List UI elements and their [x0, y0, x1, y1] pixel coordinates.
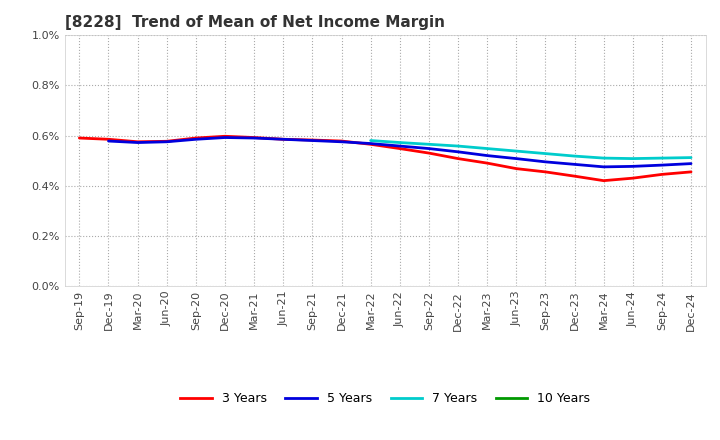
5 Years: [279, 137, 287, 142]
Text: [8228]  Trend of Mean of Net Income Margin: [8228] Trend of Mean of Net Income Margi…: [65, 15, 445, 30]
7 Years: [657, 155, 666, 161]
3 Years: [366, 142, 375, 147]
3 Years: [454, 156, 462, 161]
5 Years: [104, 139, 113, 144]
3 Years: [629, 176, 637, 181]
5 Years: [366, 141, 375, 146]
7 Years: [541, 151, 550, 156]
7 Years: [512, 148, 521, 154]
3 Years: [541, 169, 550, 175]
3 Years: [599, 178, 608, 183]
5 Years: [599, 164, 608, 169]
3 Years: [483, 161, 492, 166]
3 Years: [75, 136, 84, 141]
3 Years: [425, 150, 433, 156]
3 Years: [687, 169, 696, 175]
5 Years: [163, 139, 171, 144]
3 Years: [250, 135, 258, 140]
5 Years: [133, 140, 142, 145]
7 Years: [570, 154, 579, 159]
7 Years: [687, 155, 696, 160]
3 Years: [163, 139, 171, 144]
3 Years: [570, 173, 579, 179]
5 Years: [454, 149, 462, 154]
5 Years: [308, 138, 317, 143]
3 Years: [337, 139, 346, 144]
7 Years: [366, 138, 375, 143]
3 Years: [279, 137, 287, 142]
7 Years: [599, 155, 608, 161]
5 Years: [570, 162, 579, 167]
5 Years: [629, 164, 637, 169]
3 Years: [657, 172, 666, 177]
5 Years: [337, 139, 346, 144]
5 Years: [541, 159, 550, 165]
3 Years: [104, 137, 113, 142]
5 Years: [657, 162, 666, 168]
3 Years: [512, 166, 521, 171]
7 Years: [454, 143, 462, 149]
3 Years: [308, 137, 317, 143]
7 Years: [629, 156, 637, 161]
3 Years: [220, 134, 229, 139]
5 Years: [483, 153, 492, 158]
Line: 3 Years: 3 Years: [79, 136, 691, 181]
7 Years: [425, 142, 433, 147]
7 Years: [395, 140, 404, 145]
5 Years: [512, 156, 521, 161]
5 Years: [687, 161, 696, 166]
Line: 5 Years: 5 Years: [109, 138, 691, 167]
3 Years: [133, 139, 142, 144]
7 Years: [483, 146, 492, 151]
5 Years: [192, 137, 200, 142]
5 Years: [425, 146, 433, 151]
5 Years: [395, 143, 404, 149]
Legend: 3 Years, 5 Years, 7 Years, 10 Years: 3 Years, 5 Years, 7 Years, 10 Years: [176, 387, 595, 410]
5 Years: [250, 136, 258, 141]
3 Years: [395, 146, 404, 151]
5 Years: [220, 135, 229, 140]
Line: 7 Years: 7 Years: [371, 140, 691, 158]
3 Years: [192, 136, 200, 141]
